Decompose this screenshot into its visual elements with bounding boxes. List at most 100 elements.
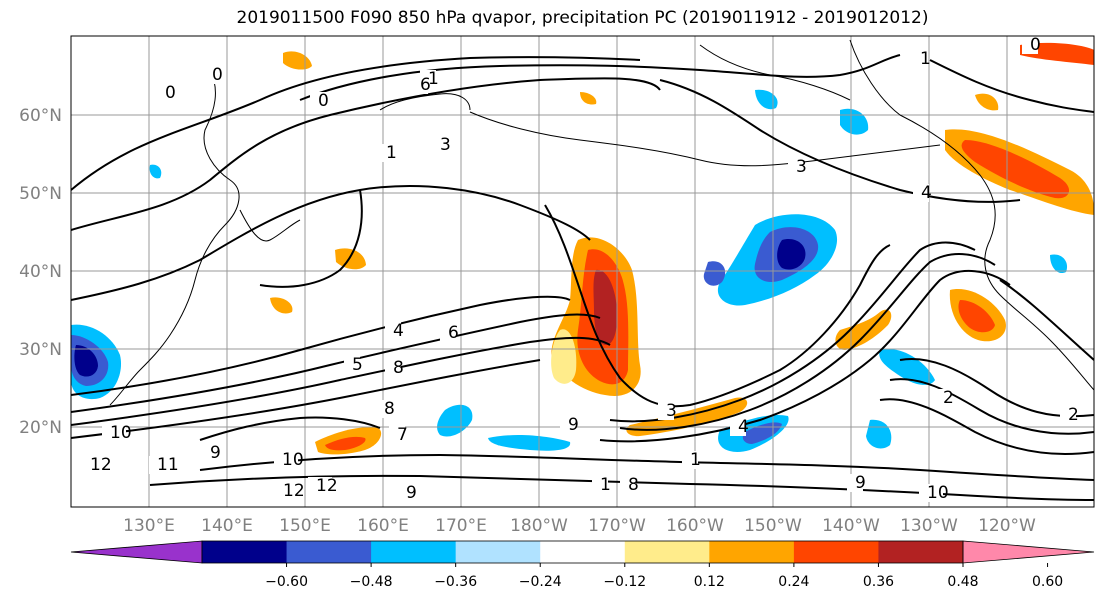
lat-label: 60°N (19, 106, 62, 126)
lat-label: 40°N (19, 262, 62, 282)
shade-spot-2 (335, 248, 366, 270)
colorbar-tick-label: −0.24 (519, 574, 562, 590)
lon-label: 130°W (900, 516, 958, 536)
contour-label: 9 (855, 473, 866, 493)
colorbar-segment (371, 541, 457, 563)
contour-label: 2 (943, 388, 954, 408)
contour-label-halo (378, 144, 394, 162)
contour-label-halo (204, 66, 220, 84)
contour-line (199, 453, 1094, 481)
coastlines (109, 39, 1094, 406)
shade-ne-negative-max (777, 239, 806, 270)
contour-label: 8 (384, 399, 395, 419)
colorbar-tick-label: 0.12 (694, 574, 725, 590)
contour-label: 8 (393, 358, 404, 378)
contour-line (71, 313, 601, 413)
colorbar-tick-label: 0.48 (947, 574, 978, 590)
contour-line (71, 185, 591, 301)
colorbar-segment (202, 541, 288, 563)
contour-label-halo (440, 324, 456, 342)
contour-label-halo (102, 424, 126, 442)
shade-central-weak (551, 329, 577, 384)
contour-label: 7 (397, 425, 408, 445)
contour-line (889, 378, 1094, 435)
contour-label-halo (376, 400, 392, 418)
shade-strip-negative-1 (488, 435, 571, 451)
shade-central-max (593, 269, 618, 345)
contour-label: 4 (738, 417, 749, 437)
colorbar-tick-label: 0.60 (1032, 574, 1063, 590)
contour-label-halo (274, 451, 298, 469)
contour-line (71, 295, 571, 396)
lon-label: 140°W (822, 516, 880, 536)
contour-label-halo (592, 476, 608, 494)
shade-spot-5 (975, 93, 999, 111)
coast-kamchatka (379, 93, 471, 111)
contour-label-halo (560, 416, 576, 434)
colorbar-segment (455, 541, 541, 563)
contour-line (71, 359, 541, 439)
contour-label: 6 (448, 323, 459, 343)
contour-label-halo (412, 76, 428, 94)
shade-asia-negative-max (74, 345, 98, 377)
lat-label: 20°N (19, 418, 62, 438)
map-frame (70, 35, 1095, 508)
contour-label-halo (847, 474, 863, 492)
contour-label: 12 (316, 476, 338, 496)
contour-label-halo (385, 322, 401, 340)
shade-ne-negative-3 (703, 261, 726, 286)
lon-label: 180°W (510, 516, 568, 536)
contour-label-halo (385, 359, 401, 377)
contour-label-halo (935, 389, 951, 407)
lon-label: 140°E (201, 516, 253, 536)
contour-label: 1 (920, 49, 931, 69)
contour-label: 0 (165, 83, 176, 103)
colorbar-tick-label: 0.24 (778, 574, 809, 590)
contour-label: 1 (428, 69, 439, 89)
contour-label: 4 (393, 321, 404, 341)
contour-label: 9 (210, 443, 221, 463)
colorbar: −0.60 −0.48 −0.36 −0.24 −0.12 0.12 0.24 0.36 0.4… (70, 540, 1095, 590)
contour-line (999, 279, 1094, 361)
shade-spot-6 (1050, 254, 1068, 274)
contour-label-halo (730, 418, 746, 436)
lon-label: 160°W (666, 516, 724, 536)
shade-strip-negative-8 (755, 89, 778, 110)
contour-label-halo (82, 456, 106, 474)
lon-label: 160°E (357, 516, 409, 536)
contour-label-halo (308, 477, 332, 495)
lon-label: 170°E (435, 516, 487, 536)
colorbar-tick-label: −0.48 (350, 574, 393, 590)
contour-label: 0 (212, 65, 223, 85)
contour-label: 1 (690, 450, 701, 470)
contour-label-halo (149, 456, 173, 474)
colorbar-segment (540, 541, 626, 563)
contour-label-halo (788, 158, 804, 176)
contour-label-halo (157, 84, 173, 102)
contour-label-halo (682, 451, 698, 469)
longitude-labels: 130°E 140°E 150°E 160°E 170°E 180°W 170°W 160°W… (123, 516, 1036, 536)
contour-label-halo (658, 402, 674, 420)
contour-label: 10 (110, 423, 132, 443)
shade-spot-7 (149, 164, 162, 179)
contour-line (71, 56, 641, 191)
coast-america (849, 39, 1094, 391)
contour-label-halo (432, 136, 448, 154)
colorbar-tick-label: −0.12 (603, 574, 646, 590)
contour-label: 3 (440, 135, 451, 155)
contour-label-halo (389, 426, 405, 444)
colorbar-segment (793, 541, 879, 563)
contour-line (899, 358, 1094, 418)
contour-label: 9 (406, 483, 417, 503)
contour-line (879, 398, 1094, 455)
contour-label: 10 (282, 450, 304, 470)
lon-label: 150°E (279, 516, 331, 536)
contour-label-halo (912, 50, 928, 68)
contour-label: 12 (90, 455, 112, 475)
lon-label: 120°W (978, 516, 1036, 536)
colorbar-tick-label: −0.36 (434, 574, 477, 590)
shade-strip-negative-3 (742, 422, 782, 444)
shade-north-strong (1020, 42, 1094, 65)
